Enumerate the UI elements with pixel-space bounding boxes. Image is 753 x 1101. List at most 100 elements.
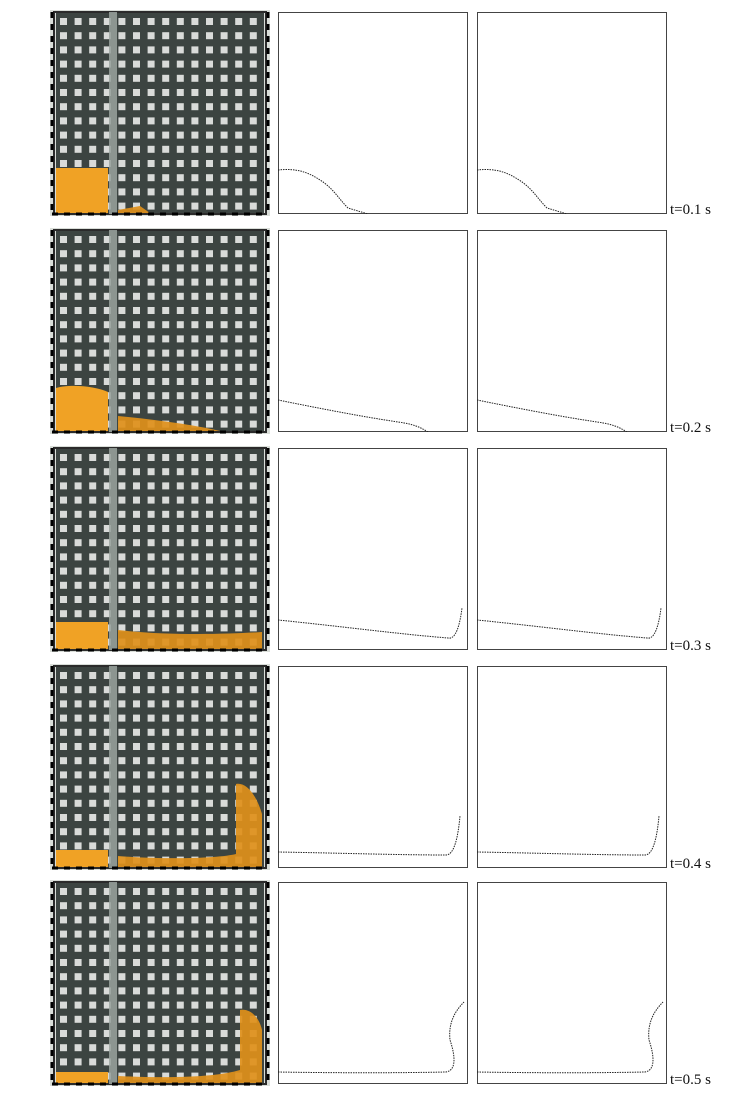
grid-square <box>89 1015 97 1023</box>
grid-square <box>191 60 199 68</box>
grid-square <box>220 392 228 400</box>
grid-square <box>89 103 97 111</box>
grid-square <box>147 1044 155 1052</box>
grid-square <box>103 785 111 793</box>
grid-square <box>162 553 170 561</box>
grid-square <box>60 278 67 286</box>
grid-square <box>118 74 126 82</box>
grid-square <box>176 278 184 286</box>
grid-square <box>235 567 243 575</box>
panel-frame <box>477 882 667 1084</box>
free-surface-curve <box>278 607 463 639</box>
grid-square <box>206 539 213 547</box>
grid-square <box>249 987 257 995</box>
fluid-flow <box>118 206 150 213</box>
grid-square <box>133 1001 140 1009</box>
grid-square <box>147 1015 155 1023</box>
grid-square <box>191 596 199 603</box>
grid-square <box>191 392 199 400</box>
grid-square <box>162 539 170 547</box>
grid-square <box>60 581 67 589</box>
grid-square <box>162 902 170 910</box>
tank-interior <box>56 667 264 867</box>
grid-square <box>133 888 140 895</box>
tank-interior <box>56 883 264 1083</box>
grid-square <box>191 74 199 82</box>
grid-square <box>220 307 228 314</box>
experiment-photo <box>50 664 270 870</box>
grid-square <box>89 250 97 258</box>
grid-square <box>206 468 213 476</box>
grid-square <box>103 814 111 821</box>
grid-square <box>220 264 228 272</box>
grid-square <box>249 785 257 793</box>
grid-square <box>103 60 111 68</box>
grid-square <box>60 18 67 25</box>
grid-square <box>249 236 257 243</box>
grid-square <box>176 482 184 490</box>
grid-square <box>89 278 97 286</box>
grid-square <box>249 89 257 96</box>
grid-square <box>74 160 82 167</box>
simulation-panel-right <box>477 230 667 432</box>
grid-square <box>162 74 170 82</box>
grid-square <box>220 482 228 490</box>
grid-square <box>176 581 184 589</box>
grid-square <box>118 1001 126 1009</box>
grid-square <box>89 743 97 750</box>
grid-square <box>249 46 257 54</box>
grid-square <box>235 771 243 779</box>
grid-square <box>118 799 126 807</box>
grid-square <box>60 264 67 272</box>
grid-square <box>147 610 155 618</box>
grid-square <box>147 278 155 286</box>
grid-square <box>191 916 199 924</box>
grid-square <box>60 743 67 750</box>
grid-square <box>235 728 243 736</box>
grid-square <box>103 1001 111 1009</box>
grid-square <box>191 1001 199 1009</box>
grid-square <box>162 378 170 385</box>
grid-square <box>74 117 82 125</box>
grid-square <box>191 496 199 504</box>
grid-square <box>206 321 213 329</box>
grid-square <box>118 828 126 836</box>
grid-square <box>235 18 243 25</box>
grid-square <box>60 335 67 343</box>
grid-square <box>147 349 155 357</box>
grid-square <box>74 32 82 40</box>
grid-square <box>133 46 140 54</box>
grid-square <box>206 496 213 504</box>
grid-square <box>60 160 67 167</box>
grid-square <box>176 202 184 210</box>
grid-square <box>162 89 170 96</box>
grid-square <box>191 202 199 210</box>
grid-square <box>235 624 243 632</box>
grid-square <box>74 728 82 736</box>
grid-square <box>191 264 199 272</box>
grid-square <box>60 363 67 371</box>
grid-square <box>133 916 140 924</box>
grid-square <box>147 959 155 966</box>
grid-square <box>89 1058 97 1066</box>
grid-square <box>147 32 155 40</box>
grid-square <box>74 18 82 25</box>
grid-square <box>103 539 111 547</box>
grid-square <box>60 686 67 694</box>
grid-square <box>162 174 170 182</box>
grid-square <box>235 553 243 561</box>
grid-square <box>162 672 170 679</box>
grid-square <box>162 525 170 532</box>
grid-square <box>103 292 111 300</box>
grid-square <box>176 131 184 139</box>
grid-square <box>249 596 257 603</box>
grid-square <box>206 842 213 850</box>
gate-plate <box>109 230 117 432</box>
grid-square <box>249 174 257 182</box>
grid-square <box>74 814 82 821</box>
grid-square <box>60 959 67 966</box>
grid-square <box>249 714 257 722</box>
grid-square <box>89 842 97 850</box>
grid-square <box>133 103 140 111</box>
grid-square <box>220 131 228 139</box>
